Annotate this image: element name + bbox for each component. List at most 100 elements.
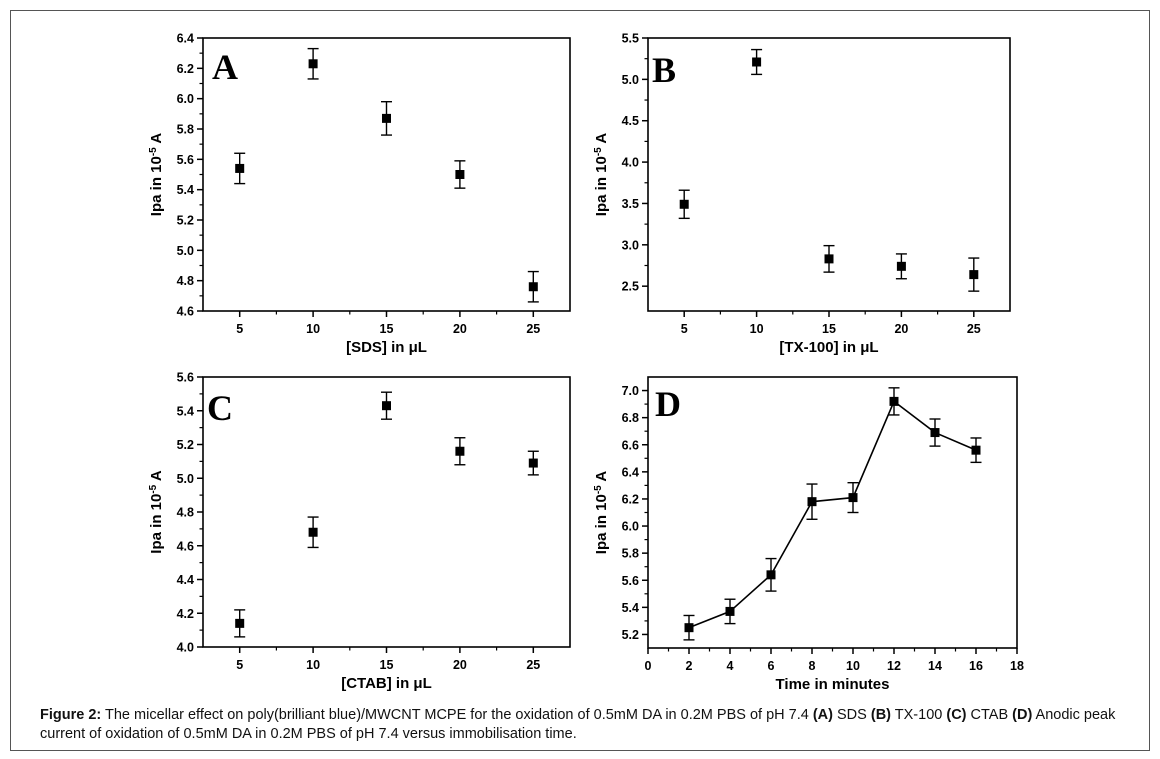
data-point [968,257,980,292]
x-tick-label: 5 [681,322,688,336]
caption-text-d: Anodic peak current of oxidation of 0.5m… [40,707,1116,742]
data-point [823,244,835,273]
y-tick-label: 6.8 [622,411,639,425]
y-tick-label: 5.4 [177,404,194,418]
y-title-exponent: -5 [593,485,604,494]
x-tick-label: 25 [526,658,540,672]
y-tick-label: 2.5 [622,280,639,294]
x-tick-label: 18 [1010,659,1024,673]
marker-square [824,254,834,264]
x-tick-label: 10 [750,322,764,336]
y-tick-label: 5.6 [177,371,194,385]
panel-d-y-axis-title: Ipa in 10-5 A [593,471,611,555]
x-tick-label: 10 [306,322,320,336]
marker-square [684,623,694,633]
marker-square [528,458,538,468]
panel-d-x-axis-title: Time in minutes [776,676,890,693]
x-tick-label: 0 [645,659,652,673]
panel-d-series-line [688,400,977,629]
figure-frame [10,10,1150,751]
y-tick-label: 6.2 [177,62,194,76]
panel-a-letter: A [212,47,238,87]
y-tick-label: 6.6 [622,438,639,452]
data-point [454,437,466,466]
y-title-unit: A [148,470,165,485]
marker-square [679,199,689,209]
caption-text: The micellar effect on poly(brilliant bl… [101,707,813,723]
panel-b-x-axis-title: [TX-100] in μL [779,339,878,356]
panel-c-letter: C [207,388,233,428]
caption-text-b: TX-100 [891,707,947,723]
data-point [307,47,319,80]
marker-square [848,493,858,503]
y-tick-label: 5.5 [622,32,639,46]
marker-square [308,527,318,537]
marker-square [971,445,981,455]
figure-panels: 5 10 15 20 254.64.85.05.25.45.65.86.06.26.4[… [148,32,1024,694]
data-point [307,516,319,549]
y-tick-label: 5.4 [177,183,194,197]
panel-a-plot-frame [202,37,571,312]
y-title-exponent: -5 [148,484,159,493]
panel-b: 5 10 15 20 25 2.5 3.0 3.5 4.0 4.5 5.0 5.5 [TX-100] i… [593,32,1011,356]
x-tick-label: 10 [306,658,320,672]
y-title-exponent: -5 [148,147,159,156]
marker-square [766,570,776,580]
data-point [929,418,941,447]
marker-square [382,401,391,411]
y-tick-label: 5.8 [177,123,194,137]
y-tick-label: 5.2 [622,628,639,642]
y-title-exponent: -5 [593,147,604,156]
y-tick-label: 6.0 [177,92,194,106]
panel-a-x-axis-title: [SDS] in μL [346,339,427,356]
data-point [527,450,539,476]
data-point [895,253,907,280]
panel-c-y-axis-title: Ipa in 10-5 A [148,470,166,554]
y-tick-label: 6.4 [622,465,639,479]
marker-square [889,396,899,406]
marker-square [382,113,391,123]
data-point [970,437,982,464]
caption-text-c: CTAB [966,707,1013,723]
y-title-base: Ipa in 10 [593,156,610,216]
x-tick-label: 20 [453,658,467,672]
marker-square [752,57,762,67]
caption-text-a: SDS [832,707,871,723]
panel-c: 5 10 15 20 25 4.0 4.2 4.4 4.6 4.8 5.0 5.2 5.4 5.6 [CTA… [148,371,571,692]
caption-label-c: (C) [946,707,967,723]
data-point [806,483,818,520]
panel-d-plot-frame [647,376,1018,649]
panel-d: 0 2 4 6 8 10 12 14 16 18 5.2 5.4 5.6 5.8 6.0 6.2 6.4 6.6 6… [593,376,1024,693]
panel-b-letter: B [652,50,676,90]
data-point [381,100,392,136]
data-point [751,48,763,76]
marker-square [235,618,245,628]
y-tick-label: 6.0 [622,520,639,534]
y-tick-label: 4.5 [622,114,639,128]
data-point [724,598,736,625]
caption-label-b: (B) [870,707,891,723]
y-tick-label: 4.6 [177,305,194,319]
marker-square [235,163,245,173]
x-tick-label: 5 [236,658,243,672]
data-point [234,152,246,185]
x-tick-label: 25 [967,322,981,336]
data-point [765,557,777,592]
marker-square [725,606,735,616]
y-title-unit: A [593,133,610,148]
y-tick-label: 5.0 [622,73,639,87]
y-tick-label: 4.0 [177,641,194,655]
y-tick-label: 3.0 [622,238,639,252]
marker-square [455,170,465,179]
marker-square [896,261,906,271]
panel-d-letter: D [655,384,681,424]
y-tick-label: 5.8 [622,547,639,561]
data-point [454,160,466,189]
x-tick-label: 6 [768,659,775,673]
y-tick-label: 5.6 [622,574,639,588]
x-tick-label: 16 [969,659,983,673]
panel-a: 5 10 15 20 25 4.6 4.8 5.0 5.2 5.4 5.6 5.8 6.0 6.2 6.4 [… [148,32,571,356]
x-tick-label: 25 [526,322,540,336]
data-point [381,391,392,420]
panel-b-y-axis-title: Ipa in 10-5 A [593,133,611,217]
